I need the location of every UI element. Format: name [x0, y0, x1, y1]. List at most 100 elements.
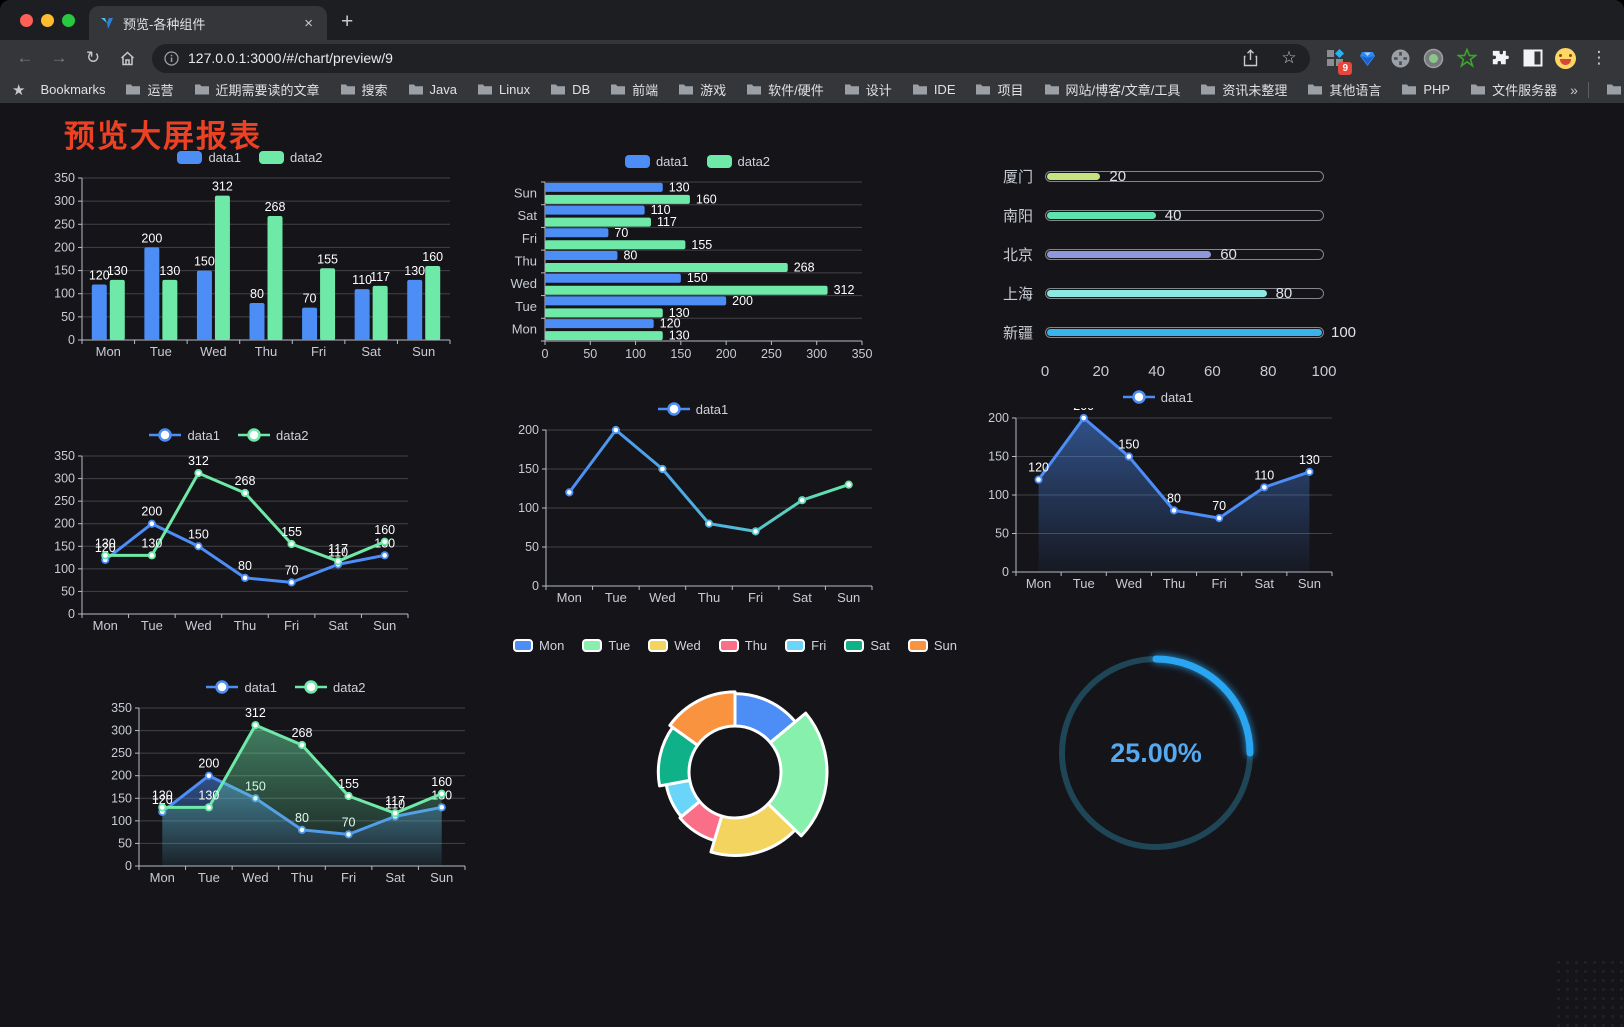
legend-item[interactable]: Sun: [907, 638, 957, 653]
bookmark-folder[interactable]: 近期需要读的文章: [187, 78, 327, 101]
extension-gem-button[interactable]: [1353, 44, 1382, 73]
forward-button[interactable]: →: [50, 48, 68, 67]
favicon: [101, 18, 113, 29]
svg-text:Sat: Sat: [1255, 576, 1275, 591]
other-bookmarks-button[interactable]: 其他书签: [1599, 78, 1624, 101]
bookmark-folder[interactable]: 前端: [603, 78, 665, 101]
progress-row: 厦门 20: [995, 166, 1370, 187]
svg-text:120: 120: [89, 268, 110, 282]
legend-item[interactable]: data2: [295, 680, 366, 695]
bookmarks-overflow-button[interactable]: »: [1570, 81, 1578, 98]
bookmark-folder[interactable]: 设计: [837, 78, 899, 101]
legend-item[interactable]: data1: [624, 154, 689, 169]
info-icon[interactable]: [164, 50, 179, 66]
dot-texture: [1554, 958, 1624, 1027]
close-window-button[interactable]: [20, 13, 33, 27]
bookmark-label: 项目: [997, 83, 1024, 98]
svg-text:Thu: Thu: [234, 618, 256, 633]
legend-item[interactable]: data1: [177, 150, 241, 165]
legend-item[interactable]: data2: [259, 150, 323, 165]
legend-item[interactable]: Thu: [718, 638, 767, 653]
chart-canvas: 0 50 100 150 200 250 300 350 Mon Tue Wed Thu Fri Sat S…: [54, 171, 451, 359]
extension-puzzle-button[interactable]: [1485, 44, 1514, 73]
zoom-window-button[interactable]: [62, 13, 75, 27]
tab-title: 预览-各种组件: [123, 16, 206, 32]
new-tab-button[interactable]: +: [341, 10, 354, 33]
legend-item[interactable]: Mon: [513, 638, 564, 653]
bookmark-folder[interactable]: 文件服务器: [1463, 78, 1564, 101]
legend-item[interactable]: data1: [657, 402, 728, 417]
svg-text:130: 130: [152, 788, 173, 802]
bookmark-folder[interactable]: 搜索: [333, 78, 395, 101]
bookmark-folder[interactable]: 其他语言: [1300, 78, 1388, 101]
bookmark-folder[interactable]: DB: [543, 80, 597, 99]
svg-text:130: 130: [404, 264, 425, 278]
bookmark-folder[interactable]: Linux: [470, 80, 537, 99]
svg-text:Wed: Wed: [200, 344, 227, 359]
legend-item[interactable]: Wed: [648, 638, 701, 653]
svg-text:268: 268: [292, 726, 313, 740]
bookmark-folder[interactable]: Java: [401, 80, 464, 99]
bookmark-folder[interactable]: 软件/硬件: [739, 78, 831, 101]
legend-swatch: [513, 638, 534, 652]
legend-item[interactable]: Sat: [844, 638, 890, 653]
svg-text:Thu: Thu: [1163, 576, 1185, 591]
extension-sidepanel-button[interactable]: [1518, 44, 1547, 73]
svg-text:Sun: Sun: [837, 590, 860, 605]
svg-text:Mon: Mon: [150, 870, 175, 885]
chart-legend: data1 data2: [38, 146, 462, 168]
svg-text:Fri: Fri: [748, 590, 763, 605]
legend-item[interactable]: data2: [238, 428, 309, 443]
back-button[interactable]: ←: [16, 48, 34, 67]
progress-row: 北京 60: [995, 244, 1370, 265]
extension-star-button[interactable]: [1452, 44, 1481, 73]
bookmarks-star-icon[interactable]: ★: [12, 81, 26, 99]
bookmark-folder-list: 运营 近期需要读的文章 搜索 Java Linux DB 前端 游戏 软件/硬件 设计 IDE 项目 网…: [118, 78, 1564, 101]
svg-text:150: 150: [54, 264, 75, 278]
progress-track: 20: [1045, 168, 1324, 185]
bookmark-label: 游戏: [700, 83, 727, 98]
home-button[interactable]: [112, 43, 142, 73]
bookmark-folder[interactable]: 资讯未整理: [1193, 78, 1294, 101]
legend-item[interactable]: data1: [149, 428, 220, 443]
tab-close-icon[interactable]: ×: [304, 14, 313, 32]
bookmark-folder[interactable]: IDE: [905, 80, 963, 99]
legend-item[interactable]: data2: [706, 154, 770, 169]
bookmark-folder[interactable]: 项目: [968, 78, 1030, 101]
svg-text:50: 50: [61, 310, 75, 324]
svg-text:155: 155: [691, 238, 712, 252]
legend-label: data1: [244, 679, 277, 695]
browser-tab[interactable]: 预览-各种组件 ×: [89, 6, 327, 40]
chart-area-line: data1 0 50 100 150 200 Mon Tue Wed Thu Fri Sat Sun 12…: [972, 386, 1344, 596]
legend-item[interactable]: Tue: [582, 638, 630, 653]
legend-label: data2: [276, 427, 309, 443]
legend-item[interactable]: Fri: [785, 638, 826, 653]
svg-text:150: 150: [670, 347, 691, 361]
green-star-extension-icon: [1456, 48, 1477, 68]
legend-item[interactable]: data1: [206, 680, 277, 695]
chart-grouped-bar: data1 data2 0 50 100 150 200 250 300 350 Mon Tue Wed…: [38, 146, 462, 364]
bookmark-folder[interactable]: 游戏: [671, 78, 733, 101]
legend-swatch: [907, 638, 928, 652]
minimize-window-button[interactable]: [41, 13, 54, 27]
legend-item[interactable]: data1: [1122, 390, 1193, 405]
extension-grid-button[interactable]: 9: [1320, 44, 1352, 75]
share-button[interactable]: [1235, 43, 1265, 73]
bookmark-folder[interactable]: 网站/博客/文章/工具: [1037, 78, 1188, 101]
svg-text:200: 200: [1073, 408, 1094, 413]
bookmark-folder[interactable]: PHP: [1394, 80, 1457, 99]
extension-dot-button[interactable]: [1419, 44, 1448, 73]
reload-button[interactable]: ↻: [85, 48, 101, 67]
address-bar[interactable]: 127.0.0.1:3000/#/chart/preview/9 ☆: [152, 43, 1310, 73]
browser-menu-button[interactable]: ⋮: [1590, 48, 1608, 67]
chart-rose-pie: Mon Tue Wed Thu Fri Sat Sun: [513, 634, 957, 874]
svg-text:100: 100: [54, 562, 75, 576]
bookmarks-root[interactable]: Bookmarks: [40, 82, 106, 97]
extension-emoji-button[interactable]: [1551, 44, 1580, 73]
bookmark-folder[interactable]: 运营: [118, 78, 180, 101]
svg-text:150: 150: [988, 450, 1009, 464]
extension-circle-button[interactable]: [1386, 44, 1415, 73]
bookmark-label: 前端: [632, 83, 659, 98]
progress-fill: [1047, 173, 1101, 180]
bookmark-star-button[interactable]: ☆: [1281, 48, 1297, 67]
